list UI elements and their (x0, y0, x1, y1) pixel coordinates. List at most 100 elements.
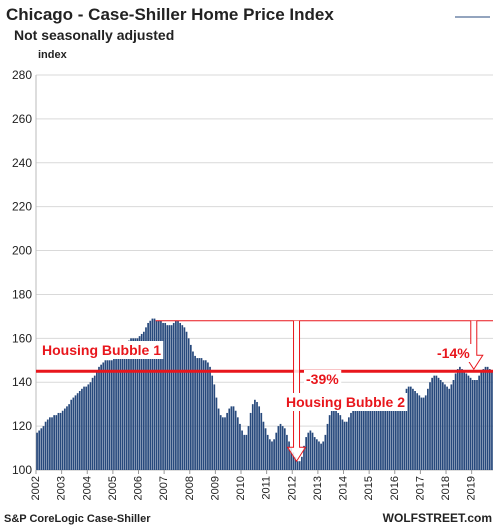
bar (454, 373, 457, 470)
bar (89, 382, 92, 470)
x-tick-label: 2006 (133, 476, 145, 500)
bar (450, 384, 453, 470)
bar (251, 404, 254, 470)
bar (309, 430, 312, 470)
bar (256, 401, 258, 470)
bar (392, 401, 395, 470)
bar (480, 371, 483, 470)
bar (401, 397, 404, 470)
bar (380, 395, 382, 470)
y-axis-label: index (38, 49, 68, 61)
bar (431, 377, 433, 470)
bar (104, 360, 107, 470)
bar (360, 401, 363, 470)
bar (467, 375, 470, 470)
bar (296, 461, 299, 470)
bar (294, 456, 297, 470)
bar (339, 415, 342, 470)
bar (110, 360, 113, 470)
bar (435, 375, 438, 470)
bar (160, 320, 162, 470)
bar (476, 380, 478, 470)
bar (473, 380, 476, 470)
bar (38, 430, 41, 470)
chart-subtitle: Not seasonally adjusted (14, 27, 174, 43)
bar (298, 461, 301, 470)
bar (36, 432, 38, 470)
bar (121, 347, 124, 470)
bar (358, 399, 361, 470)
bar (98, 366, 100, 470)
annotation: -14% (437, 345, 470, 361)
x-tick-label: 2009 (209, 476, 221, 500)
bar (140, 333, 143, 470)
x-tick-label: 2003 (56, 476, 68, 500)
y-tick-label: 160 (12, 331, 32, 345)
bar (420, 397, 423, 470)
bar (185, 331, 188, 470)
bar (354, 401, 357, 470)
bar (183, 327, 186, 470)
bar (51, 417, 53, 470)
bar (226, 412, 228, 470)
bar (187, 338, 190, 470)
bar (262, 421, 265, 470)
bar (202, 360, 205, 470)
bar (469, 377, 472, 470)
bar (422, 397, 425, 470)
y-tick-label: 280 (12, 68, 32, 82)
bar (461, 369, 463, 470)
bar (326, 423, 329, 470)
bar (318, 441, 320, 470)
bar (157, 320, 160, 470)
bar (91, 377, 94, 470)
bar (147, 322, 149, 470)
x-tick-label: 2019 (466, 476, 478, 500)
bar (341, 419, 344, 470)
bar (61, 410, 64, 470)
bar (87, 384, 90, 470)
bar (448, 388, 451, 470)
x-tick-label: 2008 (184, 476, 196, 500)
x-tick-label: 2004 (81, 476, 93, 500)
annotation: Housing Bubble 2 (286, 394, 405, 410)
source: S&P CoreLogic Case-Shiller (4, 513, 151, 525)
bar (386, 395, 389, 470)
bar (42, 426, 45, 470)
bar (142, 331, 145, 470)
bar (384, 393, 387, 470)
bar (459, 366, 461, 470)
bar (301, 456, 303, 470)
bar (136, 338, 139, 470)
bar (209, 366, 211, 470)
x-tick-label: 2013 (312, 476, 324, 500)
bar (200, 358, 203, 470)
bar (44, 421, 47, 470)
annotation-bg (435, 344, 473, 362)
bar (456, 369, 459, 470)
bar (283, 428, 286, 470)
bar (286, 434, 288, 470)
bar (153, 318, 156, 470)
bar (113, 358, 115, 470)
bar (59, 412, 62, 470)
bar (102, 362, 105, 470)
bar (271, 441, 273, 470)
bar (463, 371, 466, 470)
bar (123, 344, 126, 470)
bar (213, 384, 216, 470)
bar (390, 399, 393, 470)
bar (164, 322, 167, 470)
bar (347, 417, 350, 470)
bar (369, 410, 372, 470)
bar (424, 395, 427, 470)
bar (373, 408, 376, 470)
bar (345, 421, 348, 470)
bar (356, 399, 359, 470)
bar (281, 426, 284, 470)
bar (239, 423, 241, 470)
bar (412, 388, 414, 470)
bar (328, 415, 331, 470)
bar (247, 426, 250, 470)
